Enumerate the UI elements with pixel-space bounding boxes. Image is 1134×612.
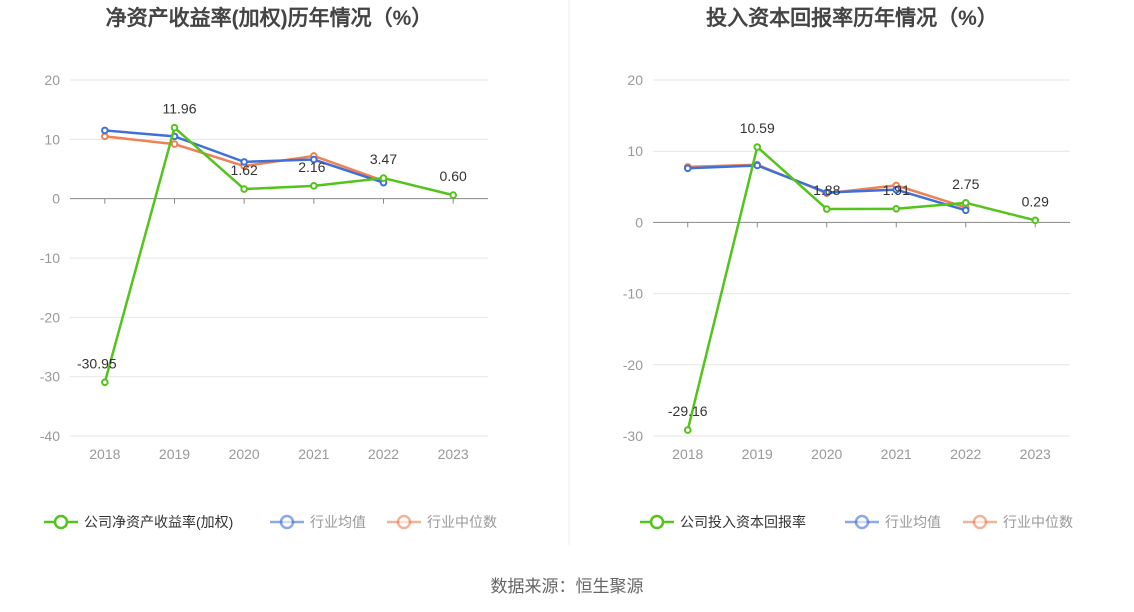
y-tick-label: 10 bbox=[44, 131, 60, 147]
y-tick-label: -20 bbox=[623, 357, 643, 373]
data-point-company bbox=[753, 143, 762, 151]
legend-marker-company bbox=[53, 514, 69, 530]
data-label: 11.96 bbox=[163, 101, 197, 117]
legend-marker-avg bbox=[854, 514, 870, 530]
legend-marker-median bbox=[396, 514, 412, 530]
data-point-company bbox=[310, 182, 318, 190]
data-point-avg bbox=[961, 206, 970, 215]
data-label: 2.75 bbox=[952, 176, 979, 192]
y-tick-label: -30 bbox=[623, 428, 643, 444]
chart-panel-1: 净资产收益率(加权)历年情况（%） 20 10 0 -10 -20 -30 -40 2018 20… bbox=[40, 6, 497, 530]
x-tick-label: 2018 bbox=[672, 446, 703, 462]
data-point-avg bbox=[240, 158, 248, 166]
y-tick-label: -20 bbox=[40, 309, 60, 325]
data-label: -29.16 bbox=[668, 403, 708, 419]
data-label: 0.29 bbox=[1022, 193, 1049, 209]
data-point-avg bbox=[892, 185, 901, 194]
data-point-company bbox=[1031, 216, 1040, 225]
data-point-company bbox=[892, 205, 901, 213]
data-point-company bbox=[379, 174, 388, 182]
x-tick-label: 2021 bbox=[298, 446, 329, 462]
chart-title: 投入资本回报率历年情况（%） bbox=[706, 6, 998, 30]
data-point-company bbox=[240, 185, 248, 193]
y-tick-label: -10 bbox=[623, 286, 643, 302]
data-point-avg bbox=[310, 155, 318, 164]
data-source: 数据来源：恒生聚源 bbox=[491, 577, 644, 596]
y-tick-label: 0 bbox=[52, 191, 60, 207]
data-label: 2.16 bbox=[298, 159, 325, 175]
data-label: 3.47 bbox=[370, 151, 397, 167]
y-tick-label: 20 bbox=[627, 72, 643, 88]
x-tick-label: 2020 bbox=[229, 446, 260, 462]
data-point-avg bbox=[753, 161, 762, 170]
x-tick-label: 2018 bbox=[89, 446, 120, 462]
series-line-company bbox=[686, 145, 1036, 431]
legend-marker-company bbox=[649, 514, 665, 530]
legend-marker-avg bbox=[279, 514, 295, 530]
data-point-avg bbox=[822, 188, 831, 197]
y-tick-label: -10 bbox=[40, 250, 60, 266]
x-tick-label: 2023 bbox=[1020, 446, 1051, 462]
x-tick-label: 2019 bbox=[159, 446, 190, 462]
legend-marker-median bbox=[972, 514, 988, 530]
x-tick-label: 2022 bbox=[950, 446, 981, 462]
y-tick-label: -40 bbox=[40, 428, 60, 444]
data-point-company bbox=[101, 378, 109, 387]
data-label: 1.62 bbox=[231, 162, 258, 178]
y-tick-label: 10 bbox=[627, 143, 643, 159]
x-tick-label: 2021 bbox=[881, 446, 912, 462]
data-point-company bbox=[822, 205, 831, 213]
data-label: 10.59 bbox=[740, 120, 775, 136]
chart-panel-2: 投入资本回报率历年情况（%） 20 10 0 -10 -20 -30 2018 2019 2020… bbox=[623, 6, 1073, 530]
x-tick-label: 2023 bbox=[438, 446, 469, 462]
data-label: -30.95 bbox=[77, 355, 117, 371]
legend-label-avg: 行业均值 bbox=[310, 514, 366, 530]
chart-title: 净资产收益率(加权)历年情况（%） bbox=[106, 6, 433, 30]
y-tick-label: 20 bbox=[44, 72, 60, 88]
legend-label-company: 公司净资产收益率(加权) bbox=[84, 514, 233, 530]
data-point-company bbox=[449, 191, 457, 199]
data-label: 1.88 bbox=[813, 182, 840, 198]
data-label: 1.91 bbox=[883, 182, 910, 198]
data-point-company bbox=[961, 199, 970, 207]
data-point-avg bbox=[101, 126, 109, 135]
x-tick-label: 2020 bbox=[811, 446, 842, 462]
legend-label-company: 公司投入资本回报率 bbox=[680, 514, 806, 530]
legend-label-avg: 行业均值 bbox=[885, 514, 941, 530]
y-tick-label: 0 bbox=[635, 214, 643, 230]
data-point-median bbox=[101, 132, 109, 141]
series-line-company bbox=[103, 126, 454, 383]
x-tick-label: 2022 bbox=[368, 446, 399, 462]
data-label: 0.60 bbox=[440, 168, 467, 184]
data-point-avg bbox=[683, 164, 692, 173]
data-point-company bbox=[170, 123, 179, 132]
data-point-median bbox=[170, 140, 179, 148]
x-tick-label: 2019 bbox=[742, 446, 773, 462]
data-point-company bbox=[683, 426, 692, 434]
y-tick-label: -30 bbox=[40, 369, 60, 385]
legend-label-median: 行业中位数 bbox=[427, 514, 497, 530]
legend-label-median: 行业中位数 bbox=[1003, 514, 1073, 530]
